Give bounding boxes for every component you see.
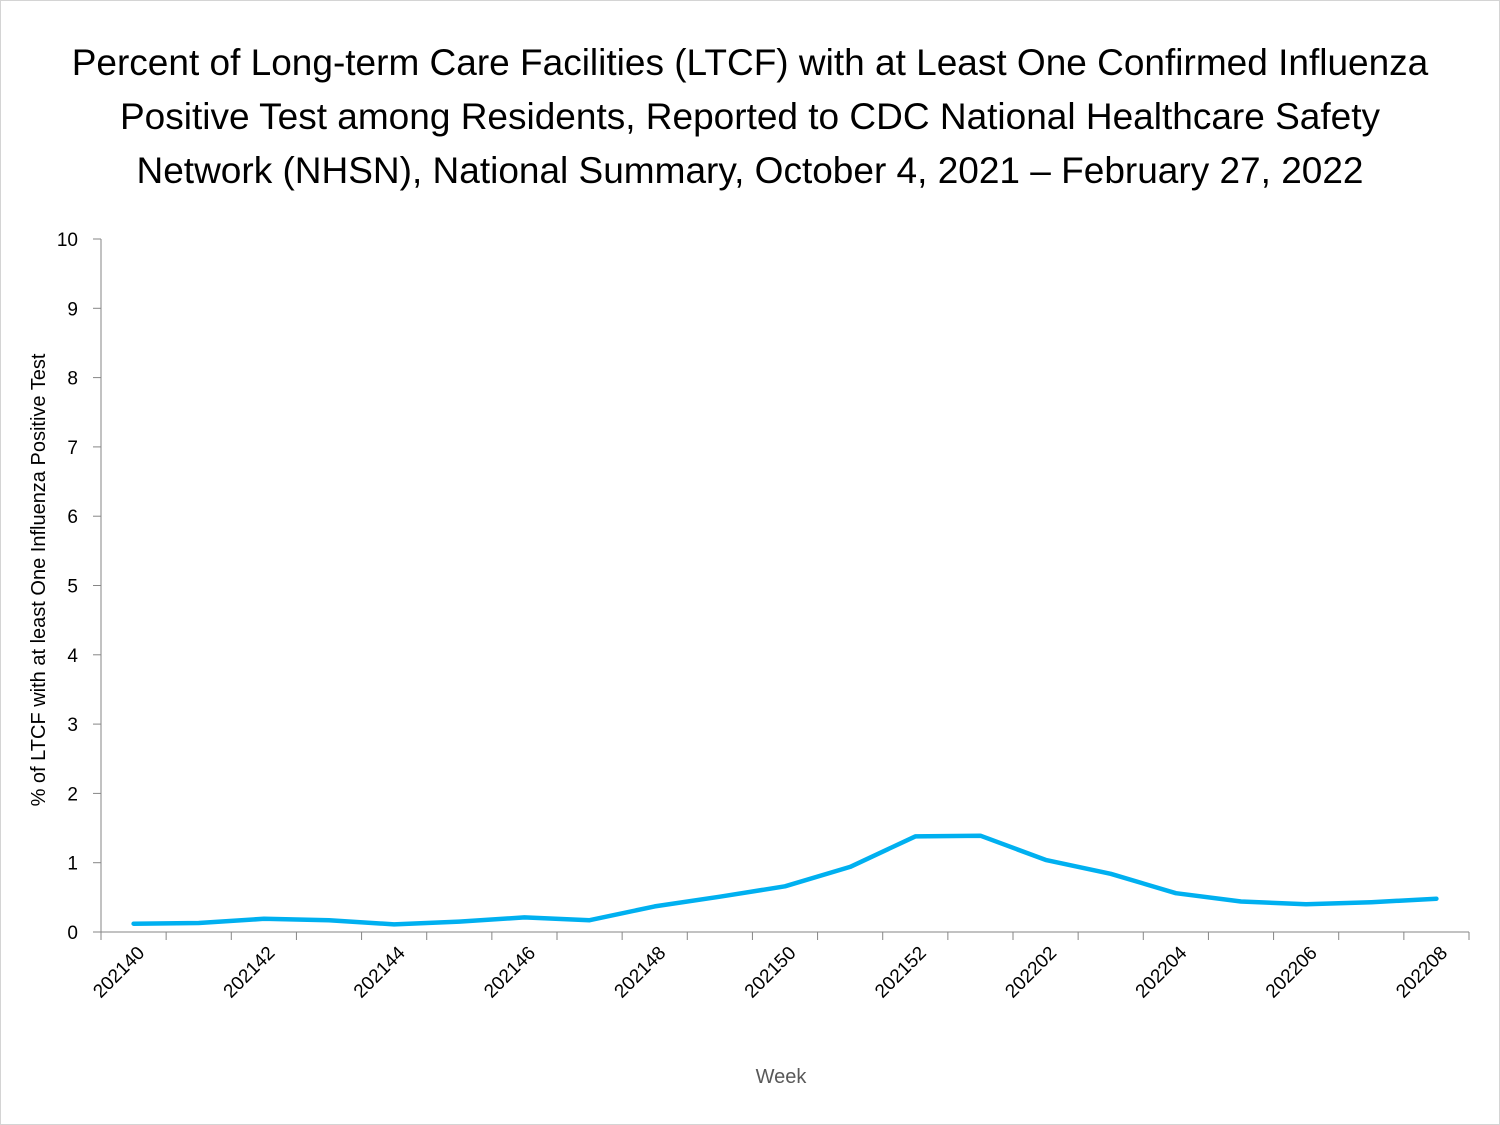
x-tick-label: 202140 — [89, 943, 149, 1003]
chart-title-line-1: Percent of Long-term Care Facilities (LT… — [71, 42, 1429, 83]
x-tick-label: 202152 — [871, 943, 931, 1003]
x-axis-title: Week — [756, 1066, 808, 1088]
x-tick-label: 202146 — [480, 943, 540, 1003]
series-layer — [131, 833, 1439, 927]
y-tick-label: 8 — [67, 369, 78, 390]
y-axis: 0 1 2 3 4 5 6 7 8 9 10 — [57, 230, 102, 944]
series-line — [131, 833, 1439, 927]
y-tick-label: 10 — [57, 230, 78, 251]
y-tick-label: 3 — [67, 715, 78, 736]
x-tick-label: 202202 — [1001, 943, 1061, 1003]
y-tick-label: 9 — [67, 299, 78, 320]
x-tick-label: 202142 — [220, 943, 280, 1003]
x-tick-label: 202150 — [741, 943, 801, 1003]
x-tick-label: 202148 — [611, 943, 671, 1003]
x-tick-label: 202204 — [1132, 942, 1192, 1002]
y-tick-label: 7 — [67, 438, 78, 459]
y-tick-label: 2 — [67, 784, 78, 805]
x-tick-label: 202206 — [1262, 943, 1322, 1003]
chart-title-line-2: Positive Test among Residents, Reported … — [119, 96, 1380, 137]
y-tick-label: 6 — [67, 507, 78, 528]
y-tick-label: 0 — [67, 923, 78, 944]
chart-title: Percent of Long-term Care Facilities (LT… — [0, 36, 1500, 198]
y-tick-label: 4 — [67, 646, 78, 667]
chart-title-line-3: Network (NHSN), National Summary, Octobe… — [136, 150, 1364, 191]
x-axis: 202140 202142 202144 202146 202148 202150 2021… — [89, 931, 1470, 1003]
y-tick-label: 1 — [67, 854, 78, 875]
y-axis-title: % of LTCF with at least One Influenza Po… — [28, 353, 50, 806]
x-tick-label: 202208 — [1392, 943, 1452, 1003]
y-tick-label: 5 — [67, 577, 78, 598]
x-tick-label: 202144 — [350, 942, 410, 1002]
